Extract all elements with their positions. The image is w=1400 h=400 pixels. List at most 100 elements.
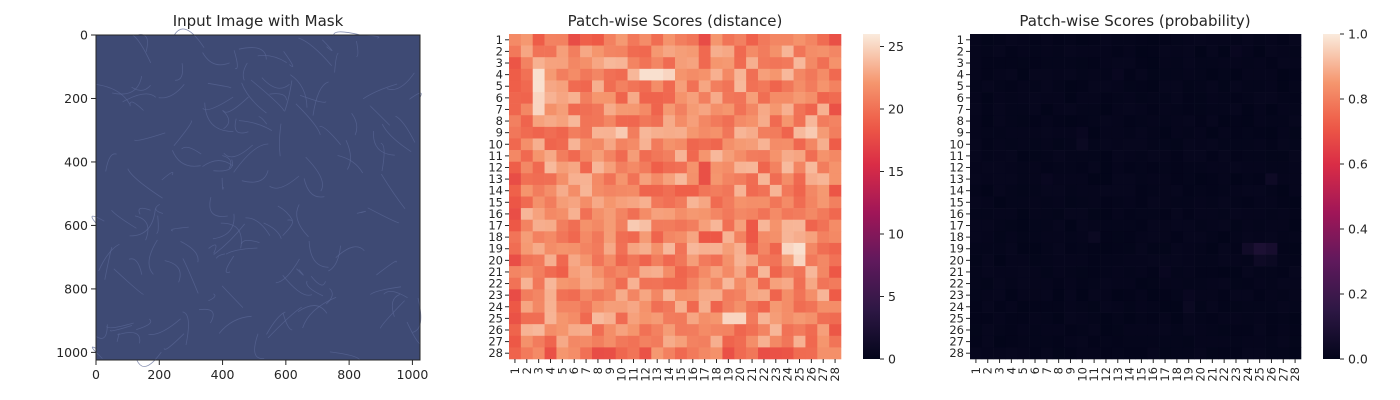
heatmap-cell	[1135, 277, 1148, 290]
heatmap-cell	[639, 335, 652, 348]
heatmap-cell	[1182, 80, 1195, 93]
heatmap-cell	[1029, 126, 1042, 139]
heatmap-cell	[710, 45, 723, 58]
heatmap-cell	[1206, 103, 1219, 116]
heatmap-cell	[1040, 242, 1054, 255]
heatmap-cell	[639, 208, 652, 221]
heatmap-cell	[580, 347, 593, 360]
heatmap-cell	[829, 231, 842, 244]
heatmap-cell	[722, 150, 735, 162]
texture-vein	[258, 116, 268, 125]
y-tick-label: 24	[949, 300, 964, 314]
heatmap-cell	[509, 161, 522, 174]
heatmap-cell	[710, 347, 723, 360]
heatmap-cell	[1218, 34, 1231, 46]
heatmap-cell	[544, 34, 557, 46]
texture-vein	[325, 288, 333, 305]
heatmap-cell	[829, 196, 842, 209]
heatmap-cell	[627, 57, 640, 70]
texture-vein	[128, 258, 143, 275]
texture-vein	[295, 103, 321, 136]
heatmap-cell	[568, 173, 581, 186]
heatmap-cell	[675, 266, 688, 279]
heatmap-cell	[1005, 45, 1018, 58]
heatmap-cell	[1088, 347, 1101, 360]
texture-vein	[328, 245, 341, 272]
heatmap-cell	[746, 231, 759, 244]
heatmap-cell	[1182, 196, 1195, 209]
texture-vein	[222, 155, 232, 169]
heatmap-cell	[993, 300, 1006, 313]
heatmap-cell	[1005, 68, 1018, 81]
heatmap-cell	[1040, 231, 1054, 244]
heatmap-cell	[793, 289, 806, 302]
heatmap-cell	[1135, 115, 1148, 128]
texture-vein	[233, 50, 238, 70]
heatmap-cell	[1253, 231, 1266, 244]
texture-vein	[161, 171, 174, 181]
heatmap-cell	[805, 219, 818, 232]
heatmap-cell	[1289, 126, 1302, 139]
heatmap-cell	[1277, 324, 1290, 337]
heatmap-cell	[532, 289, 545, 302]
heatmap-cell	[734, 57, 747, 70]
heatmap-cell	[805, 196, 818, 209]
heatmap-cell	[1052, 126, 1065, 139]
heatmap-cell	[1182, 68, 1195, 81]
heatmap-cell	[686, 277, 700, 290]
probability-colorbar: 0.00.20.40.60.81.0	[1323, 27, 1368, 367]
heatmap-cell	[1194, 173, 1207, 186]
heatmap-cell	[686, 219, 700, 232]
heatmap-cell	[556, 277, 569, 290]
heatmap-cell	[1135, 34, 1148, 46]
heatmap-cell	[556, 173, 569, 186]
heatmap-cell	[769, 115, 783, 128]
heatmap-cell	[1017, 324, 1030, 337]
heatmap-cell	[1135, 173, 1148, 186]
heatmap-cell	[981, 312, 994, 325]
heatmap-cell	[981, 103, 994, 116]
heatmap-cell	[1253, 115, 1266, 128]
heatmap-cell	[1159, 231, 1172, 244]
heatmap-cell	[532, 266, 545, 279]
heatmap-cell	[1135, 254, 1148, 267]
heatmap-cell	[556, 184, 569, 197]
heatmap-cell	[970, 335, 983, 348]
y-tick-label: 3	[957, 56, 964, 70]
heatmap-cell	[1017, 80, 1030, 93]
heatmap-cell	[758, 92, 771, 104]
heatmap-cell	[509, 242, 522, 255]
heatmap-cell	[1159, 196, 1172, 209]
heatmap-cell	[1253, 277, 1266, 290]
heatmap-cell	[970, 92, 983, 104]
heatmap-cell	[993, 103, 1006, 116]
texture-vein	[105, 153, 117, 172]
heatmap-cell	[1182, 57, 1195, 70]
heatmap-cell	[1040, 266, 1054, 279]
texture-vein	[213, 159, 233, 172]
heatmap-cell	[817, 277, 830, 290]
y-tick-label: 24	[488, 300, 503, 314]
heatmap-cell	[603, 68, 617, 81]
heatmap-cell	[1194, 300, 1207, 313]
heatmap-cell	[532, 150, 545, 162]
heatmap-cell	[1253, 92, 1266, 104]
heatmap-cell	[1064, 196, 1077, 209]
heatmap-cell	[698, 45, 711, 58]
heatmap-cell	[1206, 45, 1219, 58]
heatmap-cell	[722, 254, 735, 267]
heatmap-cell	[1100, 277, 1113, 290]
heatmap-cell	[1076, 103, 1089, 116]
heatmap-cell	[580, 335, 593, 348]
heatmap-cell	[1017, 45, 1030, 58]
x-tick-label: 21	[1205, 367, 1219, 382]
heatmap-cell	[1265, 173, 1278, 186]
heatmap-cell	[1170, 45, 1184, 58]
heatmap-cell	[1147, 347, 1160, 360]
heatmap-cell	[1088, 277, 1101, 290]
heatmap-cell	[746, 115, 759, 128]
heatmap-cell	[698, 254, 711, 267]
heatmap-cell	[509, 312, 522, 325]
heatmap-cell	[544, 150, 557, 162]
x-tick-label: 23	[769, 367, 783, 382]
